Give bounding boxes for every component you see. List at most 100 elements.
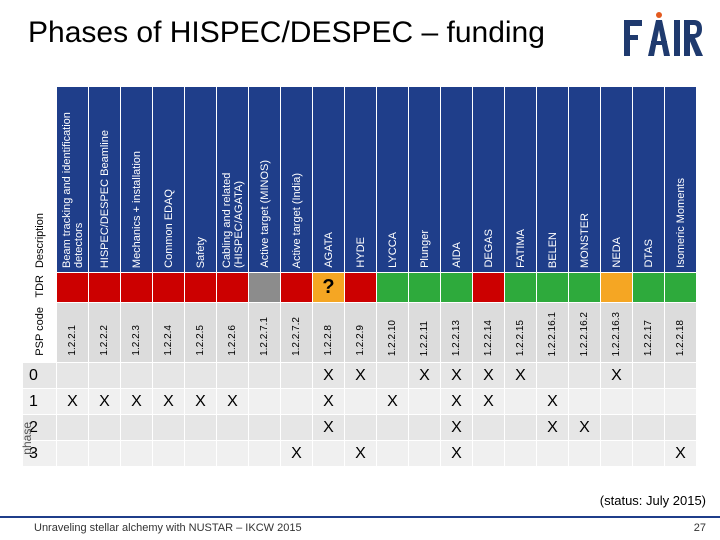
psp-code: 1.2.2.1: [66, 325, 78, 356]
phase-mark-cell: [536, 362, 569, 389]
footer-divider: [0, 516, 720, 518]
footer-text: Unraveling stellar alchemy with NUSTAR –…: [34, 522, 302, 534]
psp-code-cell: 1.2.2.5: [184, 302, 217, 363]
psp-code: 1.2.2.8: [322, 325, 334, 356]
phase-mark-cell: X: [664, 440, 697, 467]
column-header: LYCCA: [376, 86, 409, 273]
column-header: Safety: [184, 86, 217, 273]
column-header: BELEN: [536, 86, 569, 273]
psp-code-cell: 1.2.2.16.1: [536, 302, 569, 363]
column-description: Common EDAQ: [162, 189, 175, 268]
phase-mark-cell: X: [600, 362, 633, 389]
tdr-status-cell: [120, 272, 153, 303]
phase-mark-cell: X: [536, 414, 569, 441]
column-description: Safety: [194, 236, 207, 268]
column-description: NEDA: [610, 237, 623, 268]
phase-mark-cell: [56, 414, 89, 441]
phase-mark-cell: X: [440, 440, 473, 467]
column-header: Plunger: [408, 86, 441, 273]
phase-number: 1: [22, 388, 57, 415]
phase-mark-cell: [216, 440, 249, 467]
phase-mark-cell: [88, 440, 121, 467]
phase-mark-cell: X: [504, 362, 537, 389]
psp-code: 1.2.2.3: [130, 325, 142, 356]
phase-mark-cell: [376, 362, 409, 389]
phase-row: 3 X X X X: [22, 440, 697, 467]
phase-mark-cell: [632, 362, 665, 389]
phase-mark-cell: [88, 362, 121, 389]
page-number: 27: [693, 522, 706, 534]
psp-code-cell: 1.2.2.16.2: [568, 302, 601, 363]
phase-mark-cell: [504, 388, 537, 415]
psp-label: PSP code: [33, 307, 46, 356]
psp-code: 1.2.2.16.3: [610, 311, 622, 356]
psp-code-cell: 1.2.2.11: [408, 302, 441, 363]
phase-mark-cell: X: [280, 440, 313, 467]
phase-label: phase: [20, 422, 34, 455]
phase-number: 3: [22, 440, 57, 467]
column-description: DEGAS: [482, 229, 495, 268]
phase-mark-cell: [408, 414, 441, 441]
column-description: FATIMA: [514, 229, 527, 268]
column-header: Mechanics + installation: [120, 86, 153, 273]
column-header: FATIMA: [504, 86, 537, 273]
psp-code-cell: 1.2.2.6: [216, 302, 249, 363]
column-header: MONSTER: [568, 86, 601, 273]
description-row: Description Beam tracking and identifica…: [22, 86, 697, 273]
psp-code: 1.2.2.7.2: [290, 317, 302, 356]
psp-code: 1.2.2.16.2: [578, 311, 590, 356]
phase-mark-cell: [280, 362, 313, 389]
tdr-row: TDR ?: [22, 272, 697, 303]
tdr-status-cell: [280, 272, 313, 303]
column-description: Active target (India): [290, 172, 303, 268]
psp-code-cell: 1.2.2.7.1: [248, 302, 281, 363]
description-row-label: Description: [22, 86, 57, 273]
psp-code-cell: 1.2.2.15: [504, 302, 537, 363]
phase-mark-cell: [120, 440, 153, 467]
tdr-status-cell: [664, 272, 697, 303]
phase-mark-cell: [664, 414, 697, 441]
column-description: BELEN: [546, 231, 559, 268]
column-description: Beam tracking and identification detecto…: [60, 112, 85, 268]
phase-mark-cell: [568, 440, 601, 467]
fair-logo-icon: [624, 12, 703, 56]
phase-mark-cell: [184, 414, 217, 441]
phase-mark-cell: X: [88, 388, 121, 415]
column-description: AIDA: [450, 242, 463, 268]
phase-mark-cell: [152, 414, 185, 441]
psp-code-cell: 1.2.2.13: [440, 302, 473, 363]
phase-mark-cell: [248, 440, 281, 467]
tdr-status-cell: [568, 272, 601, 303]
phase-mark-cell: [152, 362, 185, 389]
tdr-status-cell: [88, 272, 121, 303]
psp-code: 1.2.2.9: [354, 325, 366, 356]
phase-mark-cell: [56, 362, 89, 389]
tdr-status-cell: [344, 272, 377, 303]
column-header: Active target (India): [280, 86, 313, 273]
phase-mark-cell: X: [536, 388, 569, 415]
phase-mark-cell: [536, 440, 569, 467]
phase-number: 2: [22, 414, 57, 441]
phase-mark-cell: X: [56, 388, 89, 415]
tdr-status-cell: [408, 272, 441, 303]
tdr-status-cell: ?: [312, 272, 345, 303]
tdr-status-cell: [472, 272, 505, 303]
psp-code-cell: 1.2.2.3: [120, 302, 153, 363]
phase-mark-cell: [632, 440, 665, 467]
phase-mark-cell: X: [312, 414, 345, 441]
phase-mark-cell: X: [568, 414, 601, 441]
psp-code: 1.2.2.18: [674, 319, 686, 356]
column-description: AGATA: [322, 232, 335, 268]
psp-code-cell: 1.2.2.7.2: [280, 302, 313, 363]
psp-code-cell: 1.2.2.14: [472, 302, 505, 363]
phase-mark-cell: X: [472, 362, 505, 389]
column-header: DEGAS: [472, 86, 505, 273]
column-header: Beam tracking and identification detecto…: [56, 86, 89, 273]
phase-mark-cell: [56, 440, 89, 467]
tdr-row-label: TDR: [22, 272, 57, 303]
phase-mark-cell: [88, 414, 121, 441]
column-description: Isomeric Moments: [674, 178, 687, 268]
tdr-status-cell: [376, 272, 409, 303]
psp-code: 1.2.2.14: [482, 319, 494, 356]
